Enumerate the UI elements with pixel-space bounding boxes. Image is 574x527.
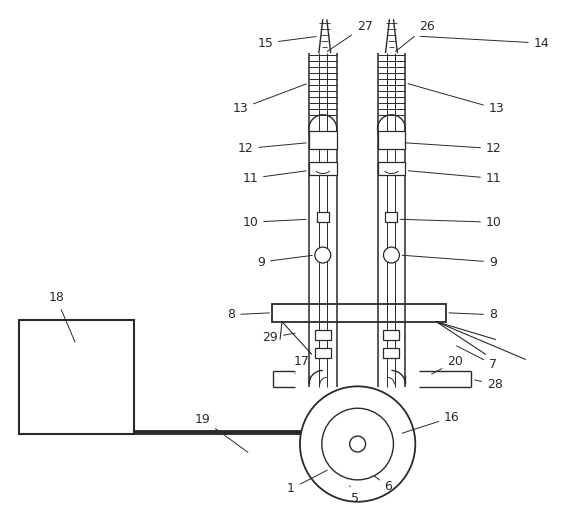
Text: 19: 19	[195, 413, 248, 452]
Text: 10: 10	[242, 216, 306, 229]
Text: 13: 13	[408, 84, 505, 115]
Circle shape	[383, 247, 400, 263]
Text: 15: 15	[257, 36, 316, 50]
Text: 17: 17	[294, 355, 310, 374]
Text: 10: 10	[400, 216, 502, 229]
Text: 12: 12	[238, 142, 306, 155]
Bar	[272, 304, 446, 321]
Bar	[315, 347, 331, 357]
Text: 20: 20	[432, 355, 463, 374]
Circle shape	[350, 436, 366, 452]
Text: 6: 6	[374, 475, 393, 493]
Text: 9: 9	[402, 255, 497, 269]
Bar	[309, 162, 337, 175]
Bar	[383, 330, 400, 339]
Text: 18: 18	[48, 291, 75, 342]
Bar	[378, 131, 405, 149]
Bar	[315, 330, 331, 339]
Text: 11: 11	[242, 171, 306, 185]
Text: 5: 5	[350, 486, 359, 505]
Text: 13: 13	[232, 84, 307, 115]
Bar	[20, 320, 134, 434]
Text: 1: 1	[287, 470, 327, 495]
Text: 29: 29	[262, 331, 295, 344]
Text: 27: 27	[327, 19, 373, 52]
Bar	[309, 131, 337, 149]
Text: 7: 7	[456, 346, 497, 371]
Circle shape	[315, 247, 331, 263]
Text: 11: 11	[408, 171, 502, 185]
Bar	[383, 347, 400, 357]
Text: 16: 16	[402, 411, 460, 433]
Text: 14: 14	[420, 36, 549, 50]
Bar	[378, 162, 405, 175]
Text: 9: 9	[257, 256, 312, 269]
Text: 26: 26	[395, 19, 435, 52]
Bar	[317, 212, 329, 222]
Text: 28: 28	[475, 378, 503, 391]
Text: 8: 8	[449, 308, 497, 321]
Text: 8: 8	[227, 308, 269, 321]
Bar	[386, 212, 397, 222]
Circle shape	[322, 408, 393, 480]
Circle shape	[300, 386, 416, 502]
Text: 12: 12	[405, 142, 502, 155]
